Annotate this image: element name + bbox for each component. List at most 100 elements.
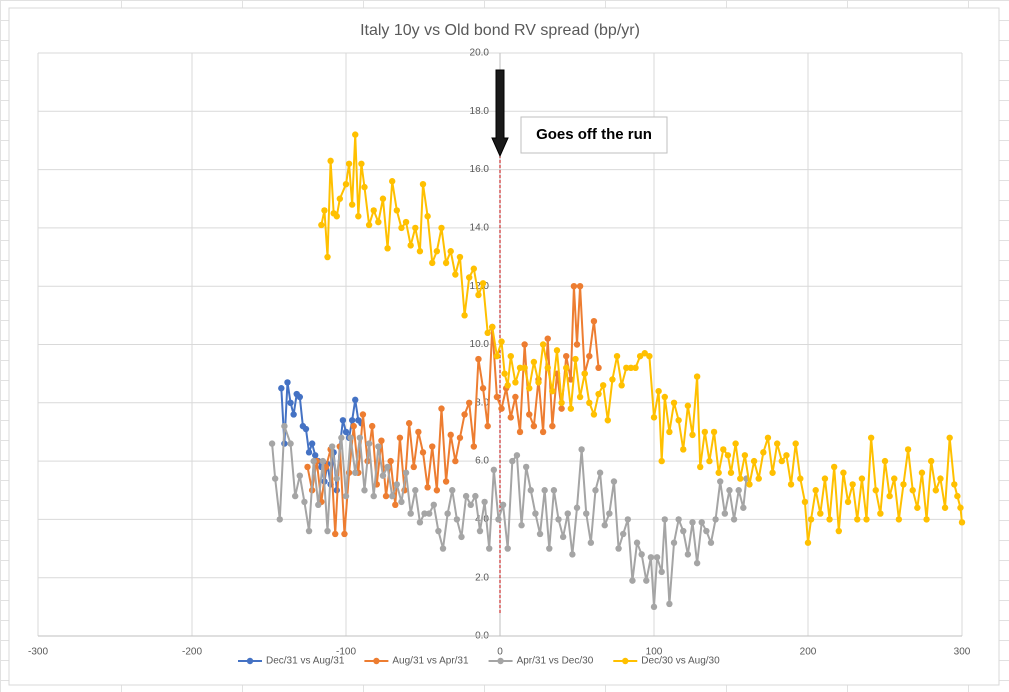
- data-point: [495, 516, 502, 523]
- data-point: [398, 224, 405, 232]
- data-point: [881, 457, 889, 465]
- data-point: [764, 434, 772, 441]
- data-point: [844, 498, 852, 506]
- data-point: [563, 364, 570, 372]
- data-point: [347, 434, 354, 441]
- data-point: [389, 178, 396, 185]
- data-point: [461, 312, 468, 319]
- data-point: [559, 533, 567, 541]
- annotation-group: Goes off the run: [520, 116, 668, 154]
- data-point: [797, 475, 804, 482]
- data-point: [470, 443, 478, 450]
- data-point: [268, 440, 276, 447]
- annotation-box: [520, 116, 668, 154]
- data-point: [281, 422, 288, 430]
- data-point: [732, 440, 739, 447]
- data-point: [755, 475, 762, 482]
- data-point: [516, 428, 524, 436]
- data-point: [312, 452, 319, 459]
- data-point: [658, 457, 665, 465]
- data-point: [807, 516, 815, 523]
- data-point: [590, 317, 598, 325]
- data-point: [375, 218, 382, 226]
- data-point: [466, 274, 473, 281]
- data-point: [858, 475, 866, 482]
- data-point: [712, 516, 719, 523]
- data-point: [707, 539, 715, 546]
- data-point: [849, 481, 856, 488]
- data-point: [812, 487, 819, 494]
- data-point: [424, 484, 431, 491]
- data-point: [567, 405, 575, 412]
- data-point: [486, 545, 493, 552]
- data-point: [954, 492, 961, 500]
- data-point: [727, 469, 735, 476]
- data-point: [412, 224, 419, 232]
- data-point: [613, 352, 621, 360]
- series-group: [268, 131, 966, 611]
- data-point: [923, 516, 930, 523]
- data-point: [647, 554, 655, 561]
- data-point: [530, 358, 538, 366]
- data-point: [670, 399, 678, 406]
- data-point: [536, 530, 544, 538]
- data-point: [407, 242, 414, 249]
- data-point: [615, 545, 622, 552]
- data-point: [493, 352, 501, 360]
- data-point: [821, 475, 829, 482]
- data-point: [900, 481, 907, 488]
- data-point: [941, 504, 949, 511]
- data-point: [573, 341, 581, 348]
- data-point: [352, 396, 359, 404]
- data-point: [650, 414, 658, 421]
- x-tick-label: 200: [800, 647, 817, 658]
- data-point: [680, 527, 687, 535]
- y-tick-label: 10.0: [470, 339, 490, 350]
- data-point: [319, 457, 327, 465]
- data-point: [384, 245, 391, 252]
- data-point: [356, 434, 364, 441]
- data-point: [345, 160, 353, 167]
- data-point: [737, 475, 744, 482]
- data-point: [328, 443, 336, 450]
- data-point: [590, 411, 598, 418]
- data-point: [724, 452, 732, 459]
- data-point: [339, 417, 347, 424]
- data-point: [918, 469, 926, 476]
- data-point: [447, 431, 454, 439]
- data-point: [342, 428, 350, 436]
- data-point: [512, 393, 519, 401]
- data-point: [498, 338, 505, 345]
- data-point: [623, 364, 630, 372]
- data-point: [509, 457, 516, 465]
- data-point: [658, 568, 665, 576]
- data-point: [730, 516, 738, 523]
- y-tick-label: 14.0: [470, 223, 490, 234]
- data-point: [586, 399, 593, 406]
- data-point: [501, 370, 508, 377]
- data-point: [378, 437, 385, 444]
- data-point: [327, 157, 334, 165]
- data-point: [276, 516, 283, 523]
- data-point: [583, 510, 590, 517]
- data-point: [526, 411, 533, 418]
- data-point: [402, 469, 410, 476]
- data-point: [301, 498, 308, 506]
- data-point: [937, 475, 944, 482]
- data-point: [472, 492, 479, 500]
- data-point: [653, 554, 661, 561]
- data-point: [350, 422, 357, 430]
- data-point: [629, 577, 636, 584]
- data-point: [604, 417, 611, 424]
- data-point: [817, 510, 824, 517]
- data-point: [412, 487, 419, 494]
- data-point: [352, 131, 359, 138]
- data-point: [352, 469, 359, 476]
- data-point: [666, 600, 673, 608]
- data-point: [774, 440, 781, 447]
- data-point: [516, 364, 524, 372]
- data-point: [348, 201, 356, 208]
- data-point: [419, 180, 427, 188]
- data-point: [895, 516, 903, 523]
- data-point: [439, 545, 447, 552]
